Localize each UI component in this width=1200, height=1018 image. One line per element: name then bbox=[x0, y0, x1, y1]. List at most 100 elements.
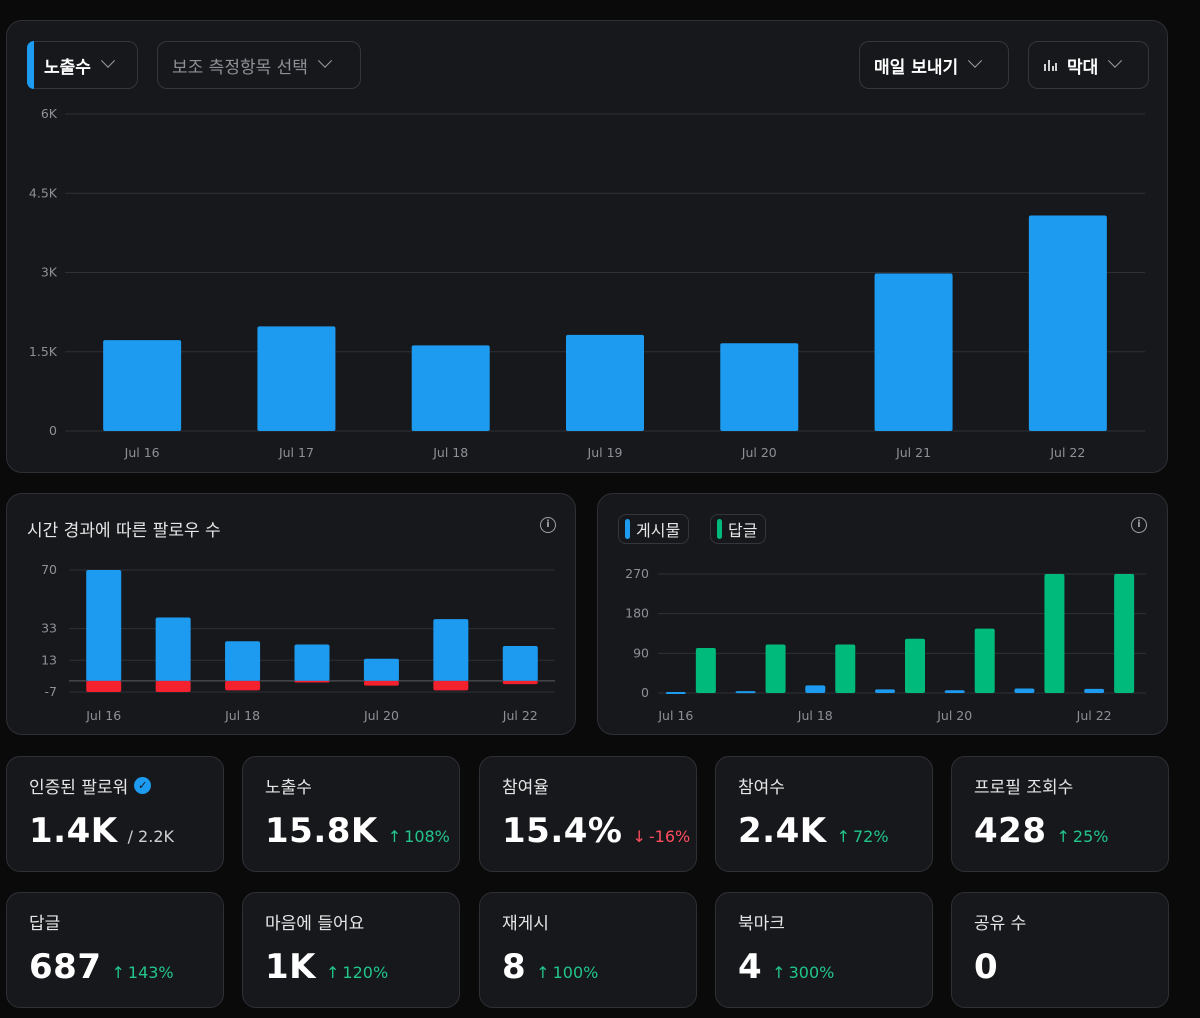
y-tick-label: 4.5K bbox=[29, 185, 58, 200]
stat-value: 8 bbox=[502, 947, 527, 987]
x-tick-label: Jul 17 bbox=[278, 445, 314, 460]
stat-label-text: 노출수 bbox=[265, 778, 312, 798]
y-tick-label: 3K bbox=[41, 265, 58, 280]
x-tick-label: Jul 22 bbox=[502, 708, 538, 723]
x-tick-label: Jul 21 bbox=[895, 445, 931, 460]
stat-change: ↑ 300% bbox=[772, 963, 834, 982]
stat-value-row: 1.4K / 2.2K bbox=[29, 811, 174, 851]
posts-replies-chart-card: 게시물 답글 i 0 90 180 270 Jul 16 Jul 18 Jul 20 Jul … bbox=[597, 493, 1168, 735]
stat-label-text: 북마크 bbox=[738, 914, 785, 934]
stat-card[interactable]: 인증된 팔로워 ✓ 1.4K / 2.2K bbox=[6, 756, 224, 872]
stat-change-value: -16% bbox=[648, 827, 691, 846]
x-tick-label: Jul 16 bbox=[657, 708, 693, 723]
y-tick-label: 0 bbox=[641, 685, 649, 700]
y-tick-label: 180 bbox=[625, 606, 649, 621]
stat-label: 재게시 bbox=[502, 909, 549, 934]
stat-change: ↑ 120% bbox=[326, 963, 388, 982]
stat-change-value: 300% bbox=[788, 963, 835, 982]
stat-label-text: 인증된 팔로워 bbox=[29, 778, 129, 798]
bar-lost bbox=[294, 680, 330, 683]
info-icon[interactable]: i bbox=[540, 517, 556, 533]
stat-card[interactable]: 재게시 8 ↑ 100% bbox=[479, 892, 697, 1008]
info-icon[interactable]: i bbox=[1131, 517, 1147, 533]
stat-card[interactable]: 참여율 15.4% ↓ -16% bbox=[479, 756, 697, 872]
x-tick-label: Jul 20 bbox=[741, 445, 777, 460]
arrow-up-icon: ↑ bbox=[387, 827, 402, 846]
stat-label: 프로필 조회수 bbox=[974, 773, 1073, 798]
stat-label-text: 프로필 조회수 bbox=[974, 778, 1074, 798]
stat-card[interactable]: 답글 687 ↑ 143% bbox=[6, 892, 224, 1008]
x-tick-label: Jul 19 bbox=[587, 445, 623, 460]
metric-dropdown-label: 노출수 bbox=[44, 57, 91, 78]
bar-posts bbox=[875, 689, 895, 693]
stat-label: 공유 수 bbox=[974, 909, 1026, 934]
x-tick-label: Jul 20 bbox=[363, 708, 399, 723]
bar-replies bbox=[1114, 574, 1135, 693]
stat-value: 1.4K bbox=[29, 811, 118, 851]
bar-gained bbox=[502, 646, 538, 681]
stat-value-row: 428 ↑ 25% bbox=[974, 811, 1108, 851]
followers-chart-card: 시간 경과에 따른 팔로우 수 i 70 33 13 -7 Jul 16 Jul 18 Ju… bbox=[6, 493, 576, 735]
stat-value: 428 bbox=[974, 811, 1047, 851]
stat-card[interactable]: 마음에 들어요 1K ↑ 120% bbox=[242, 892, 460, 1008]
bar bbox=[257, 326, 336, 431]
stat-value: 0 bbox=[974, 947, 999, 987]
impressions-bar-chart: 0 1.5K 3K 4.5K 6K Jul 16 Jul 17 Jul 18 Jul 19 Jul… bbox=[29, 106, 1145, 460]
legend-posts-swatch bbox=[625, 519, 630, 539]
bar-gained bbox=[363, 658, 399, 681]
bar-posts bbox=[735, 691, 756, 694]
period-dropdown-label: 매일 보내기 bbox=[874, 57, 959, 78]
chart-type-dropdown[interactable]: 막대 bbox=[1028, 41, 1149, 89]
stat-change: ↑ 100% bbox=[536, 963, 598, 982]
stat-label: 마음에 들어요 bbox=[265, 909, 364, 934]
stat-value-row: 4 ↑ 300% bbox=[738, 947, 834, 987]
bar-replies bbox=[1044, 574, 1065, 693]
stat-label-text: 재게시 bbox=[502, 914, 549, 934]
bar-gained bbox=[433, 619, 469, 681]
bar-posts bbox=[1014, 688, 1035, 693]
stat-value: 4 bbox=[738, 947, 763, 987]
arrow-up-icon: ↑ bbox=[326, 963, 340, 982]
stat-card[interactable]: 노출수 15.8K ↑ 108% bbox=[242, 756, 460, 872]
stat-card[interactable]: 참여수 2.4K ↑ 72% bbox=[715, 756, 933, 872]
y-tick-label: 70 bbox=[41, 562, 57, 577]
stat-card[interactable]: 북마크 4 ↑ 300% bbox=[715, 892, 933, 1008]
y-tick-label: -7 bbox=[45, 684, 57, 699]
stat-value: 1K bbox=[265, 947, 317, 987]
legend-replies[interactable]: 답글 bbox=[710, 514, 767, 544]
bar-replies bbox=[835, 644, 856, 693]
followers-bar-chart: 70 33 13 -7 Jul 16 Jul 18 Jul 20 Jul 22 bbox=[41, 562, 555, 723]
stat-change: ↑ 108% bbox=[388, 827, 450, 846]
bar-replies bbox=[695, 648, 716, 693]
bar-replies bbox=[905, 638, 925, 693]
stat-change: ↑ 143% bbox=[111, 963, 173, 982]
legend-posts[interactable]: 게시물 bbox=[618, 514, 690, 544]
stat-change: ↑ 72% bbox=[837, 827, 889, 846]
stat-change: ↑ 25% bbox=[1056, 827, 1108, 846]
bar-replies bbox=[974, 628, 995, 693]
period-dropdown[interactable]: 매일 보내기 bbox=[859, 41, 1009, 89]
bar-posts bbox=[665, 692, 686, 694]
bar-gained bbox=[86, 570, 122, 681]
stat-value: 15.4% bbox=[502, 811, 623, 851]
bar-chart-icon bbox=[1044, 60, 1057, 71]
x-tick-label: Jul 22 bbox=[1049, 445, 1085, 460]
stat-value-row: 2.4K ↑ 72% bbox=[738, 811, 889, 851]
arrow-up-icon: ↑ bbox=[836, 827, 850, 846]
stat-change-value: 100% bbox=[552, 963, 599, 982]
stat-card[interactable]: 공유 수 0 bbox=[951, 892, 1169, 1008]
stat-label: 북마크 bbox=[738, 909, 785, 934]
bar-lost bbox=[433, 680, 469, 691]
stat-label: 참여수 bbox=[738, 773, 785, 798]
bar-posts bbox=[1084, 688, 1105, 693]
legend-posts-label: 게시물 bbox=[636, 521, 681, 540]
stat-change-value: 143% bbox=[127, 963, 174, 982]
x-tick-label: Jul 16 bbox=[124, 445, 160, 460]
x-tick-label: Jul 18 bbox=[797, 708, 833, 723]
y-tick-label: 13 bbox=[41, 652, 57, 667]
secondary-metric-dropdown[interactable]: 보조 측정항목 선택 bbox=[157, 41, 361, 89]
stat-card[interactable]: 프로필 조회수 428 ↑ 25% bbox=[951, 756, 1169, 872]
bar bbox=[566, 334, 644, 431]
y-tick-label: 0 bbox=[49, 423, 57, 438]
metric-dropdown[interactable]: 노출수 bbox=[27, 41, 138, 89]
